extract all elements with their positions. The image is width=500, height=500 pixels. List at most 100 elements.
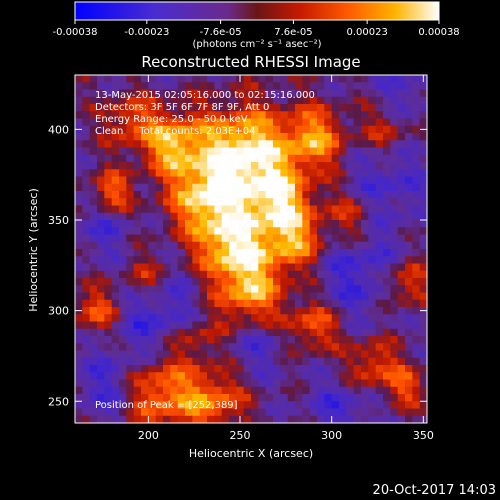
heatmap-cell <box>412 111 421 120</box>
heatmap-cell <box>243 147 252 156</box>
heatmap-cell <box>177 234 186 243</box>
heatmap-cell <box>412 314 421 323</box>
heatmap-cell <box>177 220 186 228</box>
heatmap-cell <box>97 133 105 141</box>
heatmap-cell <box>185 75 193 83</box>
heatmap-cell <box>97 234 105 243</box>
heatmap-cell <box>214 162 223 170</box>
heatmap-cell <box>221 118 230 127</box>
heatmap-cell <box>177 386 186 395</box>
heatmap-cell <box>170 198 179 207</box>
heatmap-cell <box>163 111 171 120</box>
heatmap-cell <box>405 205 413 214</box>
heatmap-cell <box>265 278 274 286</box>
heatmap-cell <box>236 263 245 272</box>
heatmap-cell <box>412 118 421 127</box>
heatmap-cell <box>170 162 179 170</box>
heatmap-cell <box>82 220 91 228</box>
heatmap-cell <box>243 176 252 185</box>
heatmap-cell <box>236 321 245 330</box>
heatmap-cell <box>229 350 237 359</box>
heatmap-cell <box>280 75 289 83</box>
heatmap-cell <box>243 357 252 366</box>
heatmap-cell <box>229 249 237 257</box>
heatmap-cell <box>295 270 303 279</box>
heatmap-cell <box>119 249 127 257</box>
heatmap-cell <box>390 169 399 178</box>
heatmap-cell <box>75 314 83 323</box>
heatmap-cell <box>82 118 91 127</box>
heatmap-cell <box>390 212 399 221</box>
heatmap-cell <box>383 125 391 134</box>
heatmap-cell <box>207 350 215 359</box>
heatmap-cell <box>353 75 362 83</box>
heatmap-cell <box>265 292 274 301</box>
heatmap-cell <box>177 256 186 265</box>
heatmap-cell <box>82 408 91 417</box>
heatmap-cell <box>221 328 230 337</box>
heatmap-cell <box>375 82 384 91</box>
heatmap-cell <box>353 292 362 301</box>
heatmap-cell <box>302 118 311 127</box>
heatmap-cell <box>390 191 399 199</box>
heatmap-cell <box>177 169 186 178</box>
heatmap-cell <box>251 314 259 323</box>
heatmap-cell <box>111 299 120 308</box>
heatmap-cell <box>419 198 427 207</box>
heatmap-cell <box>339 292 347 301</box>
heatmap-cell <box>192 140 201 149</box>
heatmap-cell <box>405 82 413 91</box>
heatmap-cell <box>75 191 83 199</box>
heatmap-cell <box>295 249 303 257</box>
y-tick-label: 400 <box>48 123 69 136</box>
heatmap-cell <box>302 169 311 178</box>
heatmap-cell <box>155 415 164 423</box>
heatmap-cell <box>221 256 230 265</box>
heatmap-cell <box>361 96 369 105</box>
heatmap-cell <box>419 285 427 294</box>
heatmap-cell <box>104 176 113 185</box>
heatmap-cell <box>353 372 362 381</box>
heatmap-cell <box>390 176 399 185</box>
heatmap-cell <box>119 234 127 243</box>
heatmap-cell <box>346 133 355 141</box>
heatmap-cell <box>412 176 421 185</box>
heatmap-cell <box>133 111 142 120</box>
heatmap-cell <box>199 133 208 141</box>
heatmap-cell <box>207 292 215 301</box>
heatmap-cell <box>141 365 149 373</box>
heatmap-cell <box>82 401 91 410</box>
heatmap-cell <box>375 379 384 388</box>
heatmap-cell <box>170 75 179 83</box>
heatmap-cell <box>221 299 230 308</box>
heatmap-cell <box>148 350 157 359</box>
heatmap-cell <box>199 336 208 344</box>
heatmap-cell <box>280 104 289 112</box>
heatmap-cell <box>353 82 362 91</box>
heatmap-cell <box>353 96 362 105</box>
heatmap-cell <box>339 118 347 127</box>
heatmap-cell <box>295 234 303 243</box>
heatmap-cell <box>375 278 384 286</box>
heatmap-cell <box>148 241 157 250</box>
heatmap-cell <box>243 89 252 98</box>
heatmap-cell <box>375 292 384 301</box>
heatmap-cell <box>390 118 399 127</box>
heatmap-cell <box>302 162 311 170</box>
heatmap-cell <box>236 220 245 228</box>
heatmap-cell <box>148 125 157 134</box>
heatmap-cell <box>148 299 157 308</box>
heatmap-cell <box>199 292 208 301</box>
heatmap-cell <box>368 118 377 127</box>
heatmap-cell <box>229 234 237 243</box>
heatmap-cell <box>405 394 413 402</box>
colorbar-tick-label: 7.6e-05 <box>274 27 312 38</box>
heatmap-cell <box>324 133 333 141</box>
heatmap-cell <box>331 198 340 207</box>
heatmap-cell <box>265 401 274 410</box>
heatmap-cell <box>295 82 303 91</box>
heatmap-cell <box>383 241 391 250</box>
heatmap-cell <box>309 379 318 388</box>
heatmap-cell <box>353 111 362 120</box>
heatmap-cell <box>317 220 325 228</box>
